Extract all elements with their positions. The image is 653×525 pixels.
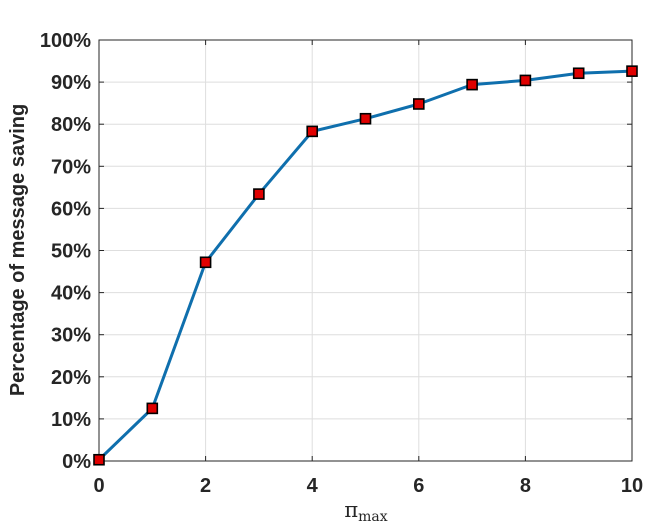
series-line	[97, 69, 633, 461]
data-point-marker	[572, 67, 585, 80]
y-tick-label: 90%	[51, 72, 91, 94]
data-point-marker	[359, 112, 372, 125]
x-tick-label: 4	[307, 475, 319, 497]
y-axis-title: Percentage of message saving	[7, 104, 29, 396]
x-axis-title-symbol: π	[344, 498, 358, 522]
data-point-marker	[93, 453, 105, 466]
y-tick-label: 10%	[51, 409, 91, 431]
data-point-marker	[626, 65, 638, 77]
data-point-marker	[253, 188, 265, 200]
data-point-marker	[199, 256, 212, 269]
x-tick-label: 6	[413, 475, 424, 497]
y-tick-label: 40%	[51, 283, 91, 305]
grid-lines	[98, 39, 633, 462]
x-tick-label: 10	[621, 475, 643, 497]
data-point-marker	[306, 125, 319, 138]
series-layer	[93, 65, 638, 466]
y-tick-label: 60%	[51, 198, 91, 220]
x-tick-label: 2	[200, 475, 211, 497]
y-tick-labels: 0% 10% 20% 30% 40% 50% 60% 70% 80% 90% 100%	[40, 30, 91, 473]
y-tick-label: 50%	[51, 241, 91, 263]
y-tick-label: 30%	[51, 325, 91, 347]
x-tick-label: 0	[93, 475, 104, 497]
x-tick-label: 8	[520, 475, 531, 497]
x-axis-title: πmax	[344, 498, 387, 525]
x-tick-labels: 0 2 4 6 8 10	[93, 475, 643, 497]
data-point-marker	[519, 74, 532, 87]
y-tick-label: 80%	[51, 114, 91, 136]
y-tick-label: 20%	[51, 367, 91, 389]
data-point-marker	[412, 98, 425, 110]
data-point-marker	[466, 78, 478, 91]
y-tick-label: 0%	[62, 451, 91, 473]
data-point-marker	[146, 402, 159, 415]
y-tick-label: 100%	[40, 30, 91, 52]
x-axis-title-subscript: max	[358, 509, 388, 525]
y-tick-label: 70%	[51, 156, 91, 178]
